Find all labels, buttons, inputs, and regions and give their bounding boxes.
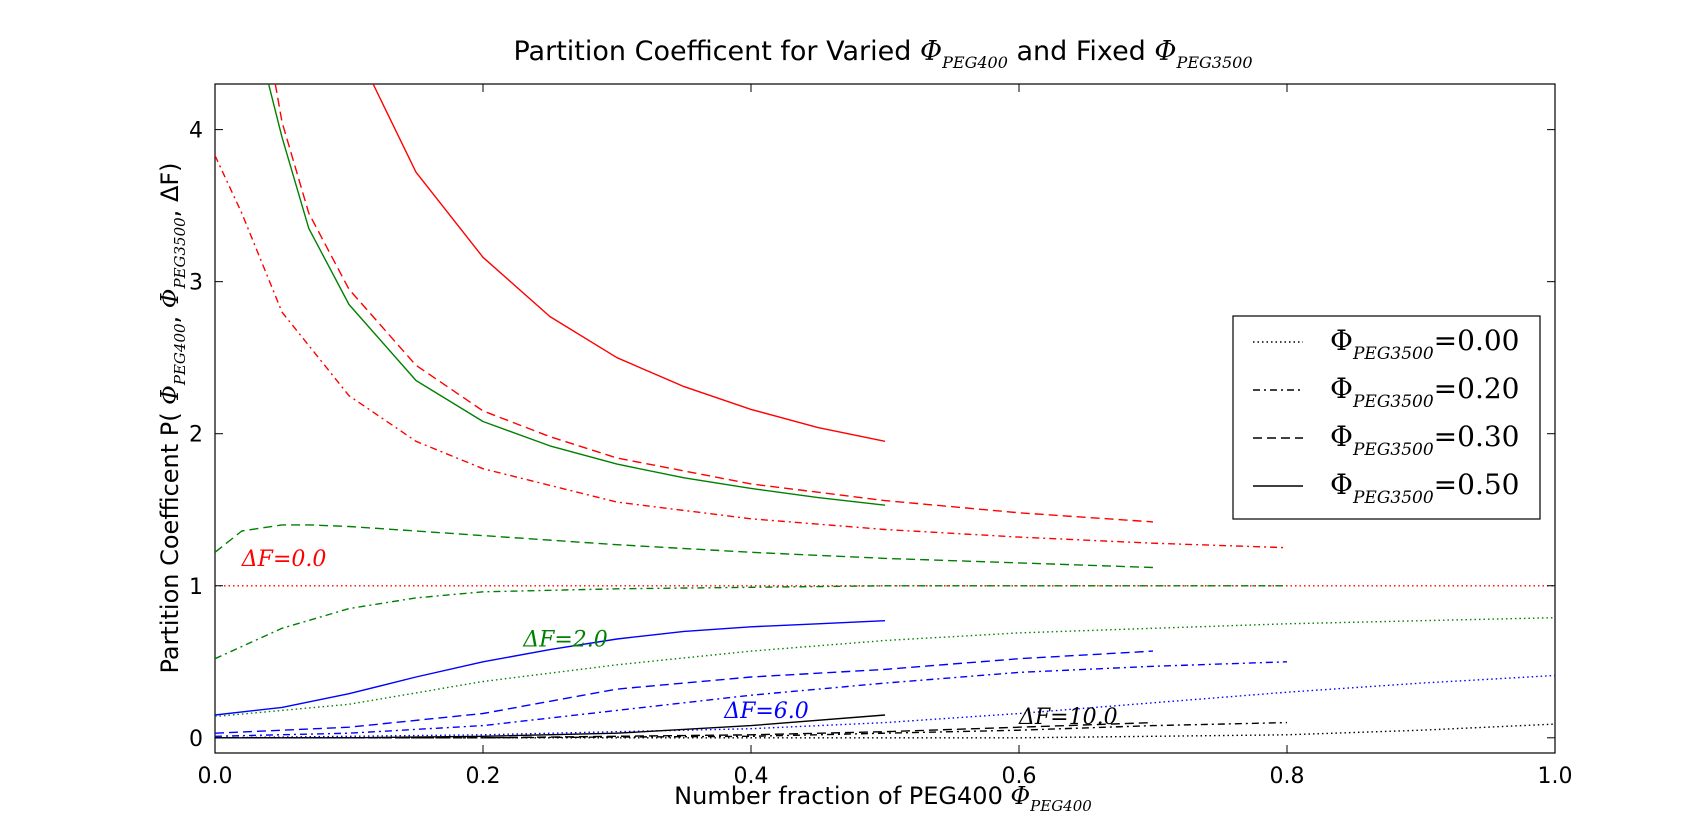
series-line-df0-phi0_5 <box>372 84 886 442</box>
series-line-df0-phi0_2 <box>215 155 1288 549</box>
title-phi-subscript-2: PEG3500 <box>1176 53 1253 72</box>
x-tick-label: 0.2 <box>466 764 501 789</box>
x-axis-label: Number fraction of PEG400 ΦPEG400 <box>674 782 1092 815</box>
y-tick-label: 4 <box>189 119 203 144</box>
x-axis-phi-symbol: Φ <box>1010 782 1030 810</box>
legend-box <box>1232 315 1541 520</box>
series-lines <box>215 84 1555 739</box>
x-tick-label: 0.0 <box>198 764 233 789</box>
axis-ticks: 0.0 0.2 0.4 0.6 0.8 1.0 0 1 2 3 4 <box>189 84 1573 789</box>
y-tick-label: 0 <box>189 727 203 752</box>
delta-f-annotation: ΔF=0.0 <box>241 547 327 572</box>
y-axis-phi-subscript-1: PEG400 <box>171 323 189 386</box>
x-axis-label-text: Number fraction of PEG400 <box>674 782 1010 810</box>
x-axis-phi-subscript: PEG400 <box>1029 797 1092 815</box>
x-tick-label: 0.6 <box>1002 764 1037 789</box>
y-tick-label: 1 <box>189 575 203 600</box>
title-middle: and Fixed <box>1008 36 1155 67</box>
series-line-df0-phi0_3 <box>274 84 1154 523</box>
legend-label: ΦPEG3500=0.00 <box>1330 324 1519 364</box>
title-phi-subscript-1: PEG400 <box>941 53 1008 72</box>
x-tick-label: 0.4 <box>734 764 769 789</box>
delta-f-annotation: ΔF=10.0 <box>1018 705 1118 730</box>
y-axis-label-prefix: Partition Coefficent P( <box>156 405 184 674</box>
y-tick-label: 3 <box>189 271 203 296</box>
series-line-df2-phi0_5 <box>267 84 886 506</box>
series-line-df10-phi0_3 <box>215 721 1154 739</box>
legend-label: ΦPEG3500=0.20 <box>1330 372 1519 412</box>
y-tick-label: 2 <box>189 423 203 448</box>
series-line-df10-phi0 <box>215 723 1555 739</box>
legend-label: ΦPEG3500=0.30 <box>1330 420 1519 460</box>
series-line-df2-phi0_2 <box>215 585 1287 660</box>
title-prefix: Partition Coefficent for Varied <box>513 36 920 67</box>
legend-label: ΦPEG3500=0.50 <box>1330 468 1519 508</box>
y-axis-label-suffix: , ΔF) <box>156 162 184 217</box>
delta-f-annotation: ΔF=2.0 <box>522 628 608 653</box>
x-tick-label: 1.0 <box>1538 764 1573 789</box>
y-axis-label-sep: , <box>156 308 184 323</box>
series-line-df2-phi0 <box>215 617 1555 718</box>
y-axis-label: Partition Coefficent P( ΦPEG400, ΦPEG350… <box>156 162 189 673</box>
series-line-df6-phi0_2 <box>215 661 1288 737</box>
y-axis-phi-subscript-2: PEG3500 <box>171 217 189 290</box>
y-axis-phi-symbol-1: Φ <box>156 385 184 405</box>
curve-annotations: ΔF=0.0 ΔF=2.0 ΔF=6.0 ΔF=10.0 <box>241 547 1118 730</box>
delta-f-annotation: ΔF=6.0 <box>723 699 809 724</box>
y-axis-phi-symbol-2: Φ <box>156 289 184 309</box>
chart-title: Partition Coefficent for Varied ΦPEG400 … <box>513 36 1252 72</box>
series-line-df6-phi0_3 <box>215 650 1154 734</box>
x-tick-label: 0.8 <box>1270 764 1305 789</box>
title-phi-symbol-2: Φ <box>1154 36 1176 67</box>
title-phi-symbol-1: Φ <box>920 36 942 67</box>
series-line-df6-phi0_5 <box>215 620 886 716</box>
legend: ΦPEG3500=0.00 ΦPEG3500=0.20 ΦPEG3500=0.30 Φ… <box>1232 315 1541 520</box>
series-line-df2-phi0_3 <box>215 524 1154 569</box>
series-line-df10-phi0_5 <box>215 714 886 739</box>
